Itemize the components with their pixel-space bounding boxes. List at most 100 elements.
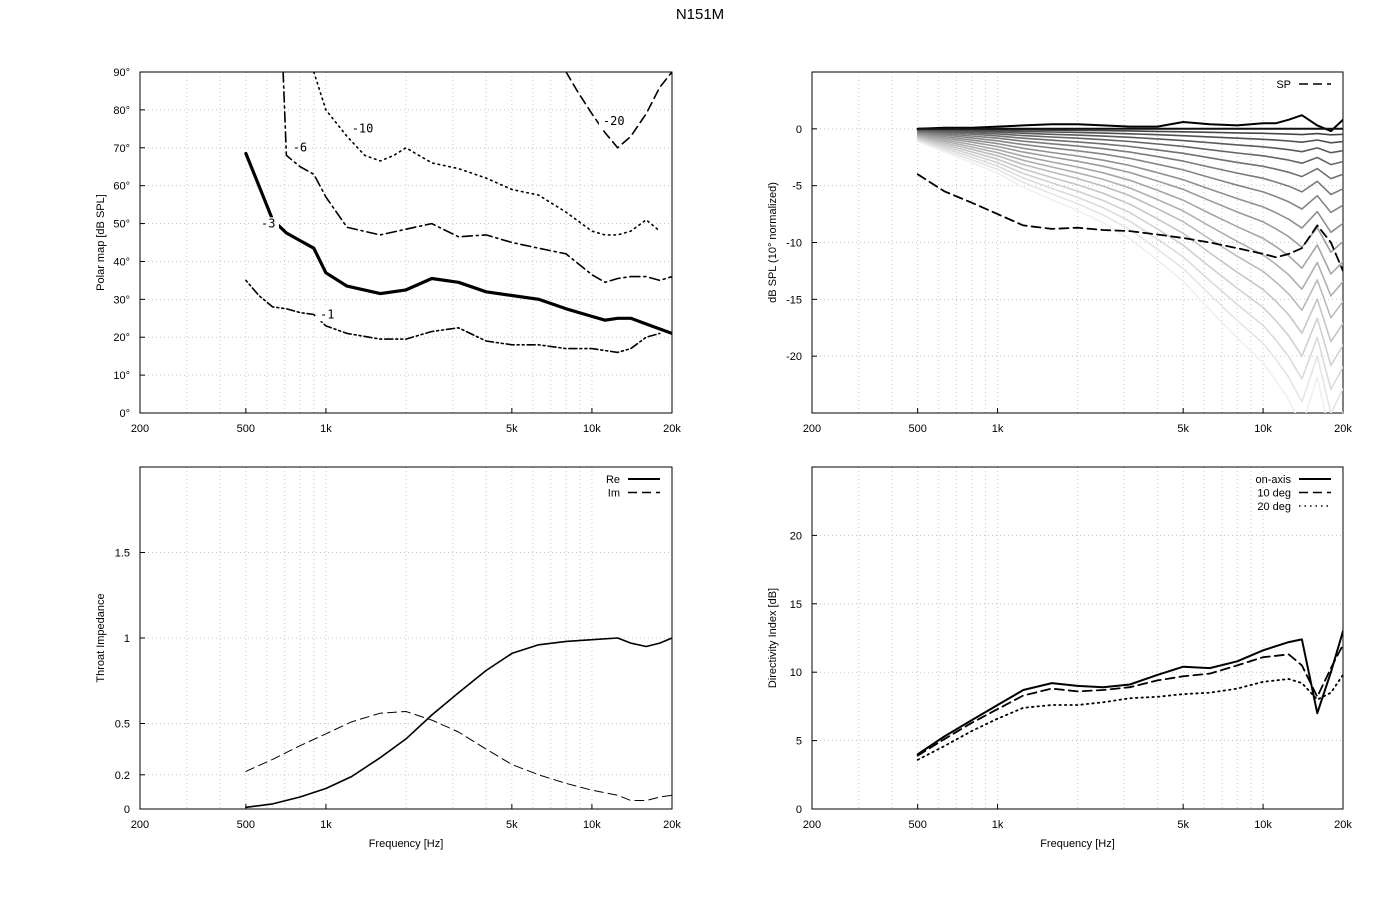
polar-angle-line <box>916 134 1343 297</box>
x-axis: 200 500 1k 5k 10k 20k <box>803 408 1352 435</box>
contour-labels: -1 -3 -6 -10 -20 <box>256 114 629 322</box>
x-tick-label: 200 <box>131 819 149 831</box>
x-tick-label: 500 <box>908 423 926 435</box>
contour-label-bg <box>256 217 279 231</box>
x-axis: 200 500 1k 5k 10k 20k <box>803 804 1352 831</box>
x-tick-label: 500 <box>908 819 926 831</box>
series-line <box>916 114 1343 133</box>
contour-line <box>245 279 661 354</box>
contour-line <box>244 151 672 335</box>
legend-label: Re <box>606 474 620 486</box>
polar-angle-line <box>916 140 1343 413</box>
contour-label: -1 <box>320 307 334 321</box>
legend-label: 20 deg <box>1257 501 1291 513</box>
polar-angle-line <box>916 139 1343 413</box>
contour-label-bg <box>598 115 629 129</box>
series-lines <box>245 637 672 809</box>
contour-label-bg <box>347 122 378 136</box>
series-lines <box>916 630 1343 761</box>
chart-polar-map: 200 500 1k 5k 10k 20k 0° 10° 20° 30° 40° 50° 60° 70° 8… <box>95 67 681 435</box>
polar-angle-line <box>916 131 1343 214</box>
contour-label-bg <box>288 141 311 155</box>
y-tick-label: 90° <box>113 67 130 79</box>
polar-angle-line <box>916 129 1343 166</box>
y-tick-label: 15 <box>790 599 802 611</box>
x-tick-label: 20k <box>663 819 681 831</box>
y-tick-label: 50° <box>113 219 130 231</box>
x-tick-label: 5k <box>506 423 518 435</box>
y-tick-label: 1.5 <box>115 548 130 560</box>
y-axis-label: dB SPL (10° normalized) <box>767 182 779 303</box>
series-line <box>245 711 672 801</box>
x-tick-label: 5k <box>506 819 518 831</box>
polar-angle-line <box>916 130 1343 196</box>
x-tick-label: 5k <box>1177 819 1189 831</box>
y-tick-label: 30° <box>113 294 130 306</box>
y-tick-label: 1 <box>124 633 130 645</box>
contour-label: -10 <box>352 122 374 136</box>
y-tick-label: 0.2 <box>115 770 130 782</box>
polar-angle-line <box>916 138 1343 391</box>
plot-frame <box>811 466 1344 810</box>
series-line <box>916 173 1343 272</box>
polar-angle-line <box>916 133 1343 253</box>
y-tick-label: 70° <box>113 143 130 155</box>
x-tick-label: 10k <box>583 819 601 831</box>
y-tick-label: 20 <box>790 530 802 542</box>
y-tick-label: 0 <box>796 124 802 136</box>
legend-label: on-axis <box>1256 474 1292 486</box>
contour-line <box>282 72 672 284</box>
x-tick-label: 200 <box>803 423 821 435</box>
x-tick-label: 20k <box>663 423 681 435</box>
polar-angle-line <box>916 137 1343 367</box>
contour-line <box>565 72 672 149</box>
series-line <box>916 674 1343 761</box>
y-gridlines <box>812 128 1343 357</box>
contour-label-bg <box>316 308 339 322</box>
y-axis: 0° 10° 20° 30° 40° 50° 60° 70° 80° 90° <box>113 67 145 420</box>
polar-angle-line <box>916 135 1343 319</box>
x-axis-label: Frequency [Hz] <box>369 838 444 850</box>
y-gridlines <box>812 534 1343 742</box>
y-tick-label: 0° <box>119 408 130 420</box>
contour-label: -3 <box>261 216 275 230</box>
x-tick-label: 5k <box>1177 423 1189 435</box>
contour-label: -6 <box>293 141 307 155</box>
x-tick-label: 200 <box>131 423 149 435</box>
y-tick-label: -15 <box>786 294 802 306</box>
x-tick-label: 500 <box>237 819 255 831</box>
series-line <box>245 637 672 809</box>
y-tick-label: 10 <box>790 667 802 679</box>
y-gridlines <box>140 552 672 776</box>
y-tick-label: -5 <box>792 181 802 193</box>
chart-directivity-index: 200 500 1k 5k 10k 20k 0 5 10 15 20 Directivity Inde… <box>767 466 1352 850</box>
polar-angle-line <box>916 130 1343 180</box>
legend-label: Im <box>608 488 620 500</box>
x-axis: 200 500 1k 5k 10k 20k <box>131 804 681 831</box>
polar-angle-line <box>916 133 1343 275</box>
x-tick-label: 20k <box>1334 819 1352 831</box>
contour-line <box>312 72 661 236</box>
legend-label: 10 deg <box>1257 488 1291 500</box>
legend: SP <box>1276 79 1331 91</box>
x-axis-label: Frequency [Hz] <box>1040 838 1115 850</box>
plot-frame <box>139 71 673 414</box>
y-axis: 0 0.2 0.5 1 1.5 <box>115 548 145 816</box>
x-gridlines <box>186 72 593 413</box>
polar-angle-line <box>916 128 1343 144</box>
x-tick-label: 1k <box>320 819 332 831</box>
x-tick-label: 1k <box>992 423 1004 435</box>
x-tick-label: 10k <box>583 423 601 435</box>
chart-throat-impedance: 200 500 1k 5k 10k 20k 0 0.2 0.5 1 1.5 Throat Impeda… <box>95 466 681 850</box>
polar-fan-lines <box>916 128 1343 413</box>
y-tick-label: 5 <box>796 736 802 748</box>
page-title: N151M <box>675 6 725 23</box>
y-axis-label: Throat Impedance <box>95 593 107 682</box>
polar-angle-line <box>916 129 1343 154</box>
y-axis: 0 -5 -10 -15 -20 <box>786 124 817 363</box>
y-tick-label: 0 <box>124 804 130 816</box>
y-axis-label: Directivity Index [dB] <box>767 588 779 688</box>
contour-lines <box>244 72 672 354</box>
